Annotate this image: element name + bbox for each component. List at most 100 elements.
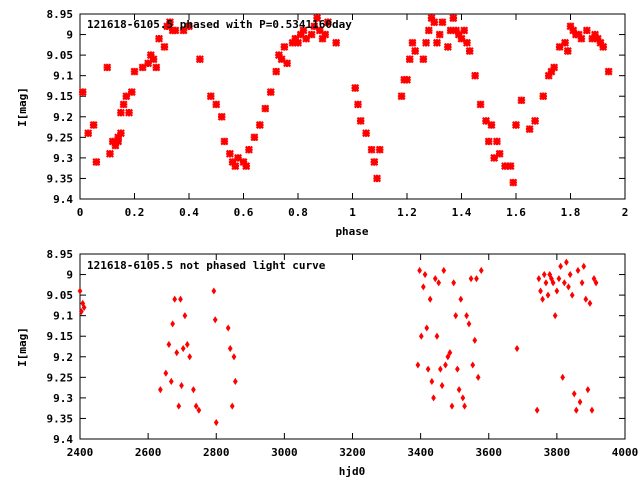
- unphased-data-point: [468, 275, 474, 283]
- unphased-data-point: [562, 279, 567, 287]
- unphased-x-tick-label: 3200: [339, 446, 366, 459]
- phased-data-point: [438, 18, 447, 27]
- phased-x-tick-label: 0.6: [234, 206, 254, 219]
- unphased-x-axis-title: hjd0: [339, 465, 366, 478]
- phased-x-tick-label: 1.6: [506, 206, 526, 219]
- unphased-data-point: [422, 271, 428, 279]
- unphased-data-point: [441, 266, 447, 274]
- unphased-data-point: [439, 382, 445, 390]
- phased-data-point: [525, 125, 534, 134]
- phased-data-point: [116, 108, 125, 117]
- phased-data-point: [492, 137, 501, 146]
- unphased-data-point: [587, 299, 593, 307]
- unphased-data-point: [447, 349, 453, 357]
- unphased-data-point: [540, 295, 545, 303]
- unphased-data-point: [176, 402, 182, 410]
- phased-data-point: [443, 42, 452, 51]
- unphased-data-point: [514, 345, 520, 353]
- phased-data-point: [550, 63, 559, 72]
- unphased-data-point: [538, 287, 543, 295]
- unphased-data-point: [593, 279, 599, 287]
- phased-data-point: [424, 26, 433, 35]
- unphased-data-point: [478, 266, 484, 274]
- phased-data-point: [119, 100, 128, 109]
- phased-data-point: [310, 22, 319, 31]
- phased-data-point: [179, 26, 188, 35]
- unphased-data-point: [425, 365, 431, 373]
- unphased-data-point: [560, 373, 566, 381]
- unphased-y-tick-label: 9.3: [53, 392, 73, 405]
- phased-data-point: [84, 129, 93, 138]
- unphased-data-point: [556, 275, 562, 283]
- phased-data-point: [217, 112, 226, 121]
- phased-data-point: [212, 100, 221, 109]
- unphased-data-point: [583, 295, 589, 303]
- unphased-y-tick-label: 9: [66, 269, 73, 282]
- phased-data-point: [490, 153, 499, 162]
- unphased-data-point: [172, 295, 178, 303]
- phased-data-point: [272, 67, 281, 76]
- phased-data-point: [460, 26, 469, 35]
- phased-data-point: [185, 22, 193, 31]
- unphased-data-point: [566, 283, 571, 291]
- unphased-data-point: [536, 275, 542, 283]
- phased-data-point: [501, 162, 510, 171]
- phased-light-curve-panel: 0 0.2 0.4 0.6 0.8 1 1.2 1.4 1.6 1.8 2 8.95 9 9.05 9.1 9…: [16, 8, 628, 238]
- unphased-y-tick-label: 8.95: [47, 248, 74, 261]
- phased-data-point: [432, 38, 441, 47]
- unphased-data-point: [464, 312, 469, 320]
- phased-data-point: [294, 38, 302, 47]
- unphased-data-point: [231, 353, 237, 361]
- phased-y-tick-label: 9.05: [47, 49, 74, 62]
- phased-data-point: [408, 38, 417, 47]
- unphased-data-point: [158, 386, 163, 394]
- phased-data-point: [127, 88, 136, 97]
- phased-data-point: [92, 158, 101, 166]
- phased-data-point: [318, 34, 327, 43]
- unphased-data-point: [193, 402, 199, 410]
- unphased-data-point: [187, 353, 193, 361]
- phased-data-point: [315, 26, 324, 35]
- unphased-data-point: [552, 312, 558, 320]
- phased-data-point: [302, 34, 311, 43]
- phased-data-point: [487, 121, 496, 129]
- phased-data-point: [114, 133, 123, 142]
- unphased-x-tick-label: 3600: [476, 446, 503, 459]
- phased-y-tick-label: 9.1: [53, 70, 73, 83]
- unphased-y-tick-label: 9.15: [47, 330, 74, 343]
- phased-data-point: [531, 116, 540, 125]
- phased-data-point: [163, 22, 172, 31]
- phased-x-tick-label: 1.2: [397, 206, 417, 219]
- phased-data-point: [321, 30, 330, 39]
- unphased-data-point: [581, 262, 587, 270]
- phased-data-point: [225, 149, 234, 158]
- phased-data-point: [242, 162, 251, 171]
- phased-data-point: [596, 38, 605, 47]
- unphased-data-point: [575, 266, 581, 274]
- unphased-data-point: [455, 365, 460, 373]
- phased-x-tick-label: 1.8: [561, 206, 581, 219]
- unphased-data-point: [569, 291, 575, 299]
- phased-data-point: [563, 47, 572, 55]
- phased-data-point: [476, 100, 485, 109]
- unphased-y-tick-label: 9.25: [47, 371, 74, 384]
- unphased-data-point: [196, 406, 202, 414]
- phased-data-point: [403, 75, 411, 84]
- phased-data-point: [255, 121, 264, 129]
- unphased-data-point: [212, 316, 218, 324]
- unphased-data-point: [549, 275, 554, 283]
- phased-data-point: [89, 121, 98, 129]
- phased-x-tick-label: 0.8: [288, 206, 308, 219]
- unphased-data-point: [418, 332, 424, 340]
- phased-data-point: [454, 30, 463, 39]
- unphased-data-point: [534, 406, 540, 414]
- unphased-y-tick-label: 9.2: [53, 351, 73, 364]
- phased-y-tick-label: 9.2: [53, 111, 73, 124]
- unphased-data-point: [81, 303, 87, 311]
- unphased-y-tick-label: 9.1: [53, 310, 73, 323]
- phased-plot-title: 121618-6105.5 phased with P=0.5341160day: [87, 18, 352, 31]
- phased-data-point: [266, 88, 275, 97]
- unphased-data-point: [545, 291, 551, 299]
- phased-data-point: [332, 38, 341, 47]
